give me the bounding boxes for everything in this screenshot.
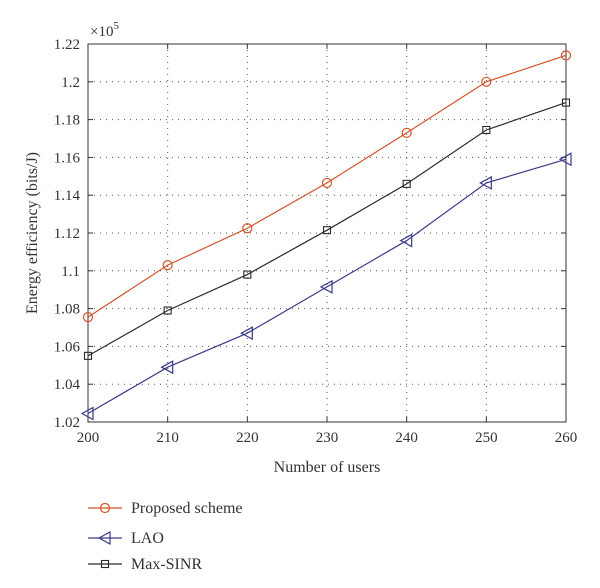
x-tick-label: 210 (156, 430, 179, 446)
data-point (482, 125, 491, 135)
series-proposed-scheme (82, 50, 572, 323)
data-point (560, 50, 572, 61)
y-tick-label: 1.18 (54, 113, 80, 129)
x-tick-label: 230 (316, 430, 339, 446)
data-point (163, 306, 172, 315)
data-point (243, 270, 252, 279)
legend: Proposed scheme LAO Max-SINR (88, 500, 243, 573)
data-point (479, 175, 492, 190)
plot-frame (87, 43, 567, 423)
legend-swatch-marker (99, 502, 111, 514)
data-point (399, 233, 413, 248)
y-multiplier: ×105 (90, 20, 119, 40)
x-tick-label: 260 (555, 430, 578, 446)
data-point (242, 223, 253, 234)
y-tick-label: 1.22 (54, 37, 80, 53)
series-max-sinr (83, 98, 571, 360)
data-point (558, 152, 572, 167)
legend-label: Max-SINR (131, 556, 202, 573)
y-tick-label: 1.04 (54, 377, 81, 393)
data-point (561, 98, 571, 107)
data-point (481, 76, 492, 87)
data-point (321, 177, 333, 189)
data-point (240, 326, 253, 341)
legend-label: Proposed scheme (131, 500, 243, 517)
y-tick-label: 1.06 (54, 339, 81, 355)
legend-swatch-marker (97, 530, 111, 546)
data-point (160, 360, 174, 375)
data-point (401, 127, 412, 138)
y-tick-label: 1.08 (54, 302, 80, 318)
y-multiplier-base: ×10 (90, 24, 113, 40)
legend-item: Max-SINR (88, 556, 202, 573)
y-tick-label: 1.2 (61, 75, 80, 91)
x-tick-label: 240 (395, 430, 418, 446)
series-lao (80, 152, 572, 421)
y-axis-label: Energy efficiency (bits/J) (24, 152, 41, 314)
y-tick-label: 1.14 (54, 188, 81, 204)
legend-label: LAO (131, 530, 164, 547)
y-tick-label: 1.12 (54, 226, 80, 242)
x-axis-label: Number of users (274, 459, 381, 476)
data-point (402, 179, 411, 188)
series-layer (80, 50, 572, 421)
data-point (80, 406, 94, 421)
y-tick-label: 1.16 (54, 150, 81, 166)
series-line (87, 102, 567, 357)
y-tick-label: 1.1 (61, 264, 80, 280)
grid (88, 44, 566, 422)
y-multiplier-exponent: 5 (113, 20, 119, 32)
x-tick-label: 220 (236, 430, 259, 446)
legend-item: Proposed scheme (88, 500, 243, 517)
series-line (87, 54, 567, 318)
legend-swatch-marker (100, 559, 110, 569)
data-point (162, 260, 173, 271)
data-point (319, 279, 333, 294)
data-point (82, 312, 94, 323)
y-tick-label: 1.02 (54, 415, 80, 431)
data-point (322, 226, 332, 235)
x-tick-label: 250 (475, 430, 498, 446)
series-line (87, 158, 567, 415)
data-point (83, 351, 93, 360)
axis-ticks: 200 210 220 230 240 250 260 1.02 1.04 1.06 1.08 1.1… (54, 37, 578, 446)
legend-item: LAO (88, 530, 164, 547)
x-tick-label: 200 (77, 430, 100, 446)
